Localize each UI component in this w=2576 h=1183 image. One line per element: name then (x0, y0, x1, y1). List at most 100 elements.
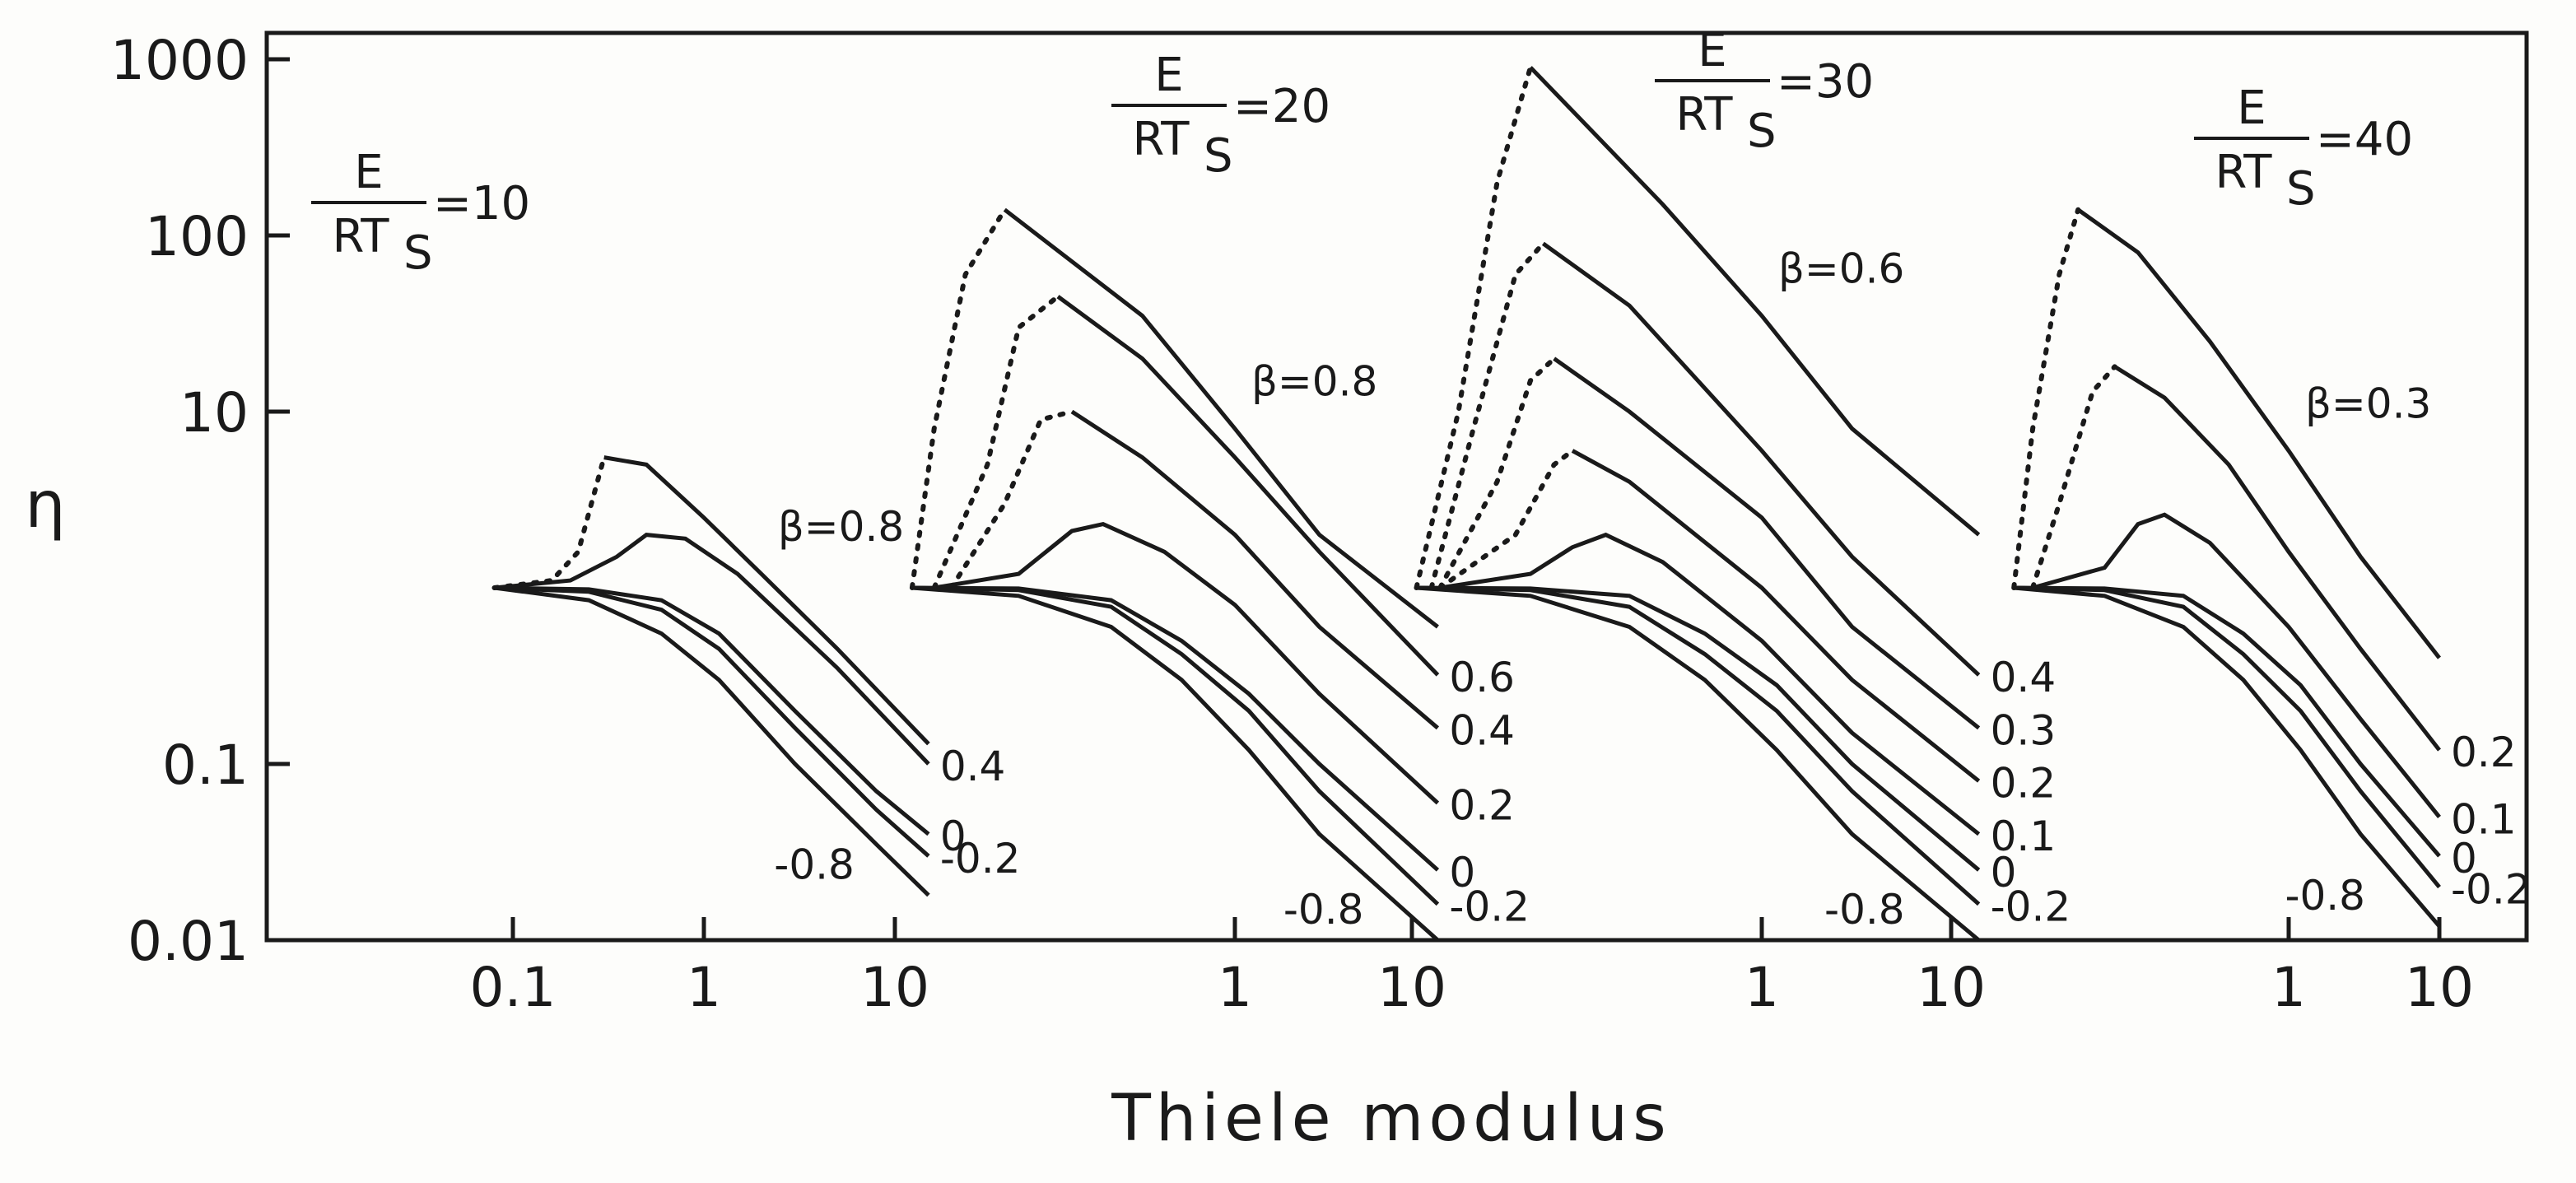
parameter-value: =20 (1233, 80, 1330, 133)
curve-unstable-branch (2011, 207, 2081, 590)
curve-line (911, 585, 1440, 906)
x-tick-label: 0.1 (470, 956, 557, 1019)
x-tick-label: 1 (1745, 956, 1779, 1019)
fraction-denominator: RT (332, 210, 389, 263)
series-label: β=0.8 (778, 503, 904, 551)
x-tick-label: 10 (1917, 956, 1986, 1019)
fraction-numerator: E (2237, 82, 2266, 135)
y-tick-label: 10 (179, 381, 249, 445)
panel-parameter-label: E RT S=30 (1655, 24, 1874, 158)
fraction-numerator: E (1698, 24, 1726, 77)
fraction-subscript: S (1204, 129, 1233, 183)
series-label: 0 (940, 813, 967, 860)
y-tick-label: 1000 (110, 29, 249, 92)
parameter-value: =40 (2316, 113, 2413, 166)
x-tick-label: 1 (2271, 956, 2306, 1019)
fraction-denominator: RT (1132, 113, 1190, 166)
y-tick-label: 0.1 (162, 734, 249, 797)
panel-parameter-label: E RT S=10 (311, 146, 530, 280)
series-label: β=0.6 (1778, 245, 1904, 293)
curve-line (1070, 409, 1440, 730)
curve-unstable-branch (909, 207, 1008, 590)
fraction-subscript: S (2286, 162, 2316, 216)
x-tick-label: 10 (1377, 956, 1446, 1019)
curve-line (494, 585, 930, 836)
series-label: 0.4 (1449, 706, 1515, 754)
series-label: 0.3 (1991, 706, 2057, 754)
series-label: 0.2 (1449, 781, 1515, 829)
curve-line (1416, 585, 1981, 942)
series-label: 0.2 (2451, 729, 2517, 776)
curve-line (2032, 512, 2441, 818)
series-label: -0.8 (1283, 886, 1364, 934)
curve-line (2076, 207, 2441, 659)
curve-line (494, 533, 930, 766)
curve-unstable-branch (931, 294, 1060, 590)
curve-unstable-branch (1437, 448, 1575, 590)
y-axis: 1000 100 10 0.1 0.01 (110, 29, 290, 973)
series-label: -0.8 (774, 841, 855, 888)
series-label: 0 (2451, 835, 2477, 883)
curve-unstable-branch (1437, 356, 1557, 590)
x-axis: 0.1 1 10 1 10 1 10 1 10 (470, 917, 2474, 1019)
curve-unstable-branch (1414, 64, 1533, 590)
curve-line (2113, 365, 2441, 752)
y-tick-label: 0.01 (128, 910, 249, 973)
series-label: -0.8 (1824, 886, 1905, 934)
curve-line (1439, 532, 1981, 836)
fraction-subscript: S (1747, 105, 1777, 158)
series-label: β=0.3 (2305, 380, 2431, 427)
curve-line (1003, 207, 1439, 629)
curve-line (1416, 585, 1981, 906)
series-label: 0.1 (1991, 813, 2057, 860)
curve-line (1571, 449, 1981, 783)
series-label: -0.2 (1991, 883, 2071, 930)
series-label: 0.2 (1991, 760, 2057, 808)
fraction-denominator: RT (2215, 146, 2272, 199)
series-label: -0.2 (1449, 883, 1530, 930)
plot-frame (264, 30, 2529, 943)
parameter-value: =10 (433, 177, 530, 231)
parameter-value: =30 (1777, 55, 1874, 109)
series-label: -0.2 (940, 835, 1021, 883)
fraction-subscript: S (403, 226, 433, 280)
curve-line (1541, 241, 1981, 677)
fraction-denominator: RT (1675, 88, 1733, 142)
series-label: 0.4 (940, 743, 1006, 790)
x-tick-label: 10 (860, 956, 929, 1019)
curve-line (2013, 585, 2441, 928)
curve-line (494, 585, 930, 897)
curves (491, 64, 2441, 942)
curve-unstable-branch (491, 454, 607, 590)
series-label: -0.2 (2451, 866, 2532, 914)
curve-unstable-branch (1428, 240, 1546, 590)
series-label: β=0.8 (1251, 358, 1377, 406)
panel-parameter-label: E RT S=40 (2194, 82, 2413, 216)
curve-unstable-branch (2030, 364, 2117, 590)
curve-line (2014, 585, 2441, 858)
curve-line (1553, 356, 1981, 730)
series-label: 0.6 (1449, 654, 1515, 701)
series-label: -0.8 (2285, 872, 2365, 920)
curve-line (934, 521, 1440, 805)
series-label: 0.4 (1991, 654, 2057, 701)
series-label: 0 (1991, 849, 2017, 897)
curve-line (911, 585, 1440, 942)
panel-parameter-label: E RT S=20 (1111, 49, 1330, 183)
fraction-numerator: E (1154, 49, 1183, 102)
curve-line (603, 455, 930, 746)
curve-line (1529, 66, 1981, 537)
fraction-numerator: E (354, 146, 383, 199)
y-tick-label: 100 (145, 205, 249, 268)
curve-unstable-branch (948, 409, 1074, 590)
x-tick-label: 1 (687, 956, 721, 1019)
y-axis-title: η (25, 468, 70, 543)
x-tick-label: 1 (1218, 956, 1252, 1019)
series-label: 0.1 (2451, 795, 2517, 843)
curve-line (2014, 585, 2441, 889)
x-tick-label: 10 (2405, 956, 2474, 1019)
curve-line (494, 585, 930, 858)
